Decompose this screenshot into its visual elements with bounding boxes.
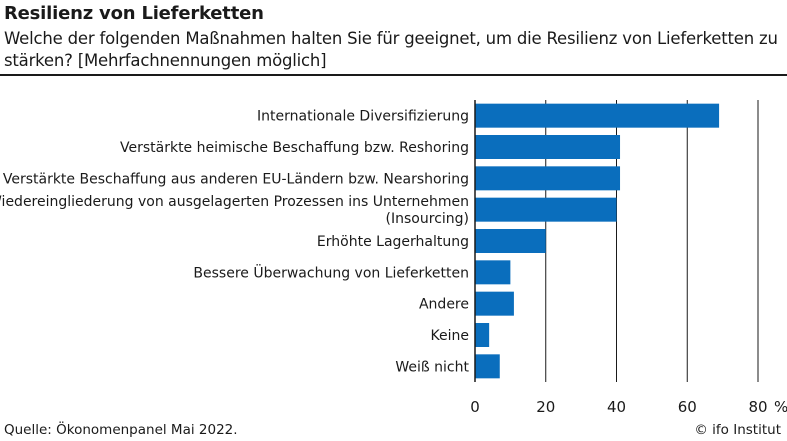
bar-8 xyxy=(475,354,500,379)
category-label-4: Erhöhte Lagerhaltung xyxy=(317,234,469,250)
bar-7 xyxy=(475,323,490,347)
category-label-0: Internationale Diversifizierung xyxy=(257,109,469,125)
category-label-1: Verstärkte heimische Beschaffung bzw. Re… xyxy=(120,140,469,156)
category-label-7: Keine xyxy=(431,328,469,344)
bar-6 xyxy=(475,291,514,316)
bar-1 xyxy=(475,135,621,159)
category-label-6: Andere xyxy=(419,297,469,313)
copyright-note: © ifo Institut xyxy=(694,422,781,438)
category-label-3-line-1: (Insourcing) xyxy=(386,211,469,227)
category-label-3-line-0: Wiedereingliederung von ausgelagerten Pr… xyxy=(0,194,469,210)
x-unit-label: % xyxy=(774,398,787,416)
category-label-8: Weiß nicht xyxy=(395,359,469,375)
x-tick-label-0: 0 xyxy=(470,398,480,416)
x-tick-label-80: 80 xyxy=(748,398,767,416)
bar-3 xyxy=(475,197,617,222)
x-tick-label-60: 60 xyxy=(678,398,697,416)
chart-title: Resilienz von Lieferketten xyxy=(4,3,264,24)
bar-0 xyxy=(475,103,720,128)
header-divider xyxy=(0,74,787,76)
bar-2 xyxy=(475,166,621,191)
category-label-2: Verstärkte Beschaffung aus anderen EU-Lä… xyxy=(3,171,469,187)
bar-4 xyxy=(475,229,546,253)
bar-5 xyxy=(475,260,511,285)
source-note: Quelle: Ökonomenpanel Mai 2022. xyxy=(4,422,238,438)
x-tick-label-40: 40 xyxy=(607,398,626,416)
category-label-5: Bessere Überwachung von Lieferketten xyxy=(193,263,469,281)
chart-subtitle: Welche der folgenden Maßnahmen halten Si… xyxy=(4,29,778,70)
x-tick-label-20: 20 xyxy=(536,398,555,416)
